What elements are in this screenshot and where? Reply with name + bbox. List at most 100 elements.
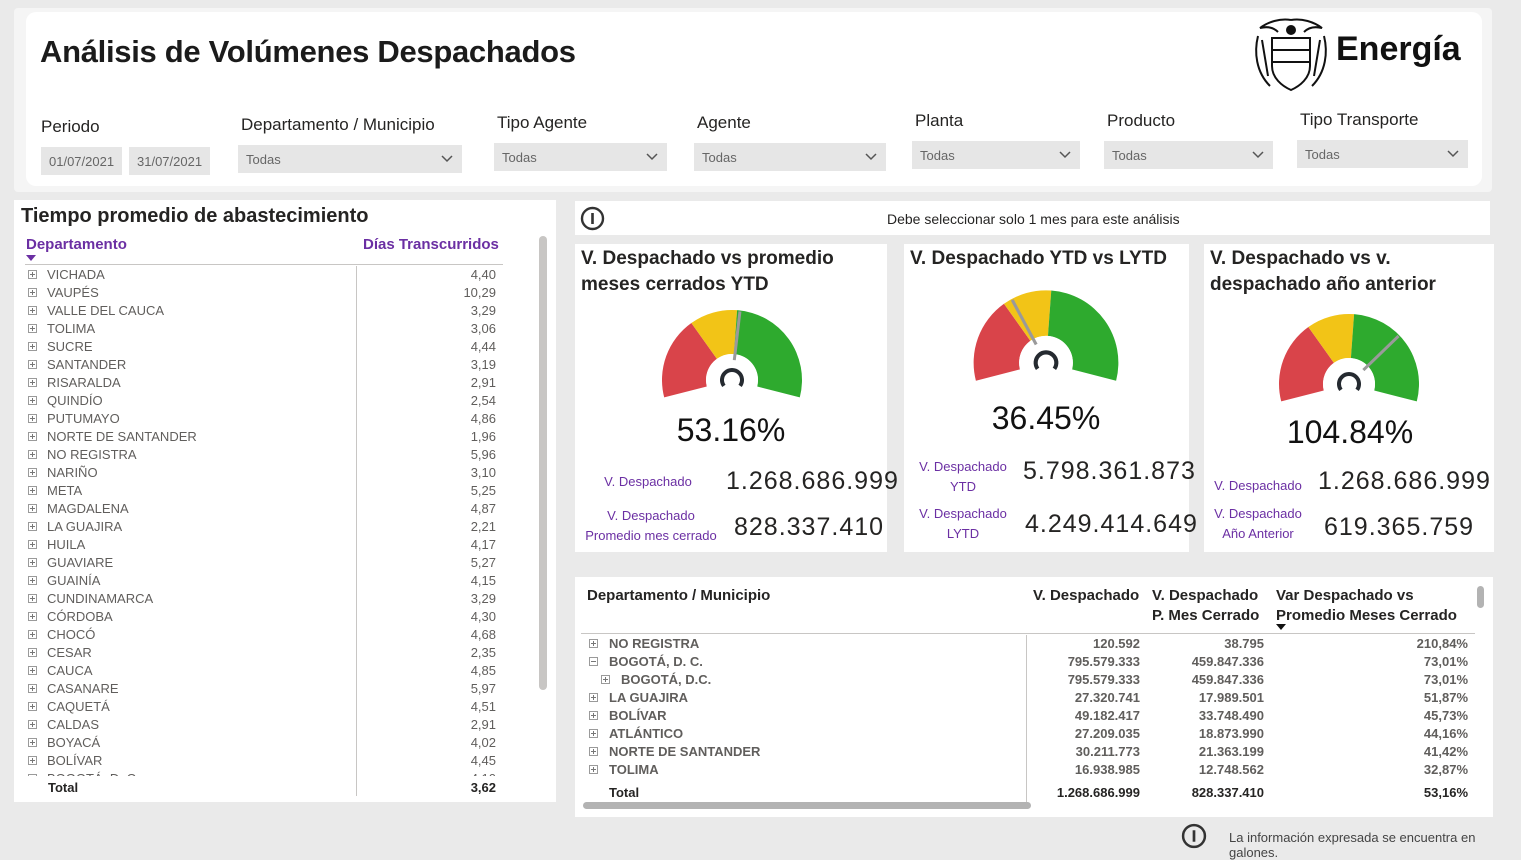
periodo-start-input[interactable]: 01/07/2021: [41, 147, 122, 175]
expand-plus-icon[interactable]: [589, 765, 598, 774]
expand-plus-icon[interactable]: [589, 711, 598, 720]
expand-plus-icon[interactable]: [28, 414, 37, 423]
matrix-row[interactable]: TOLIMA 16.938.985 12.748.562 32,87%: [575, 762, 1475, 780]
table-row[interactable]: BOLÍVAR 4,45: [14, 753, 514, 771]
matrix-row[interactable]: NORTE DE SANTANDER 30.211.773 21.363.199 41…: [575, 744, 1475, 762]
matrix-row[interactable]: BOGOTÁ, D.C. 795.579.333 459.847.336 73,01%: [575, 672, 1475, 690]
expand-plus-icon[interactable]: [28, 630, 37, 639]
column-header-departamento[interactable]: Departamento: [26, 236, 127, 253]
matrix-row[interactable]: NO REGISTRA 120.592 38.795 210,84%: [575, 636, 1475, 654]
row-departamento: PUTUMAYO: [47, 411, 120, 426]
expand-plus-icon[interactable]: [28, 558, 37, 567]
table-row[interactable]: HUILA 4,17: [14, 537, 514, 555]
producto-dropdown[interactable]: Todas: [1104, 141, 1273, 169]
agente-dropdown-value: Todas: [702, 150, 737, 165]
table-row[interactable]: QUINDÍO 2,54: [14, 393, 514, 411]
column-header-v-despachado-pmc-line1[interactable]: V. Despachado: [1152, 587, 1259, 604]
table-row[interactable]: GUAVIARE 5,27: [14, 555, 514, 573]
expand-plus-icon[interactable]: [28, 432, 37, 441]
periodo-end-input[interactable]: 31/07/2021: [129, 147, 210, 175]
column-header-v-despachado[interactable]: V. Despachado: [1033, 587, 1140, 604]
planta-dropdown[interactable]: Todas: [912, 141, 1080, 169]
expand-plus-icon[interactable]: [28, 396, 37, 405]
matrix-row[interactable]: BOGOTÁ, D. C. 795.579.333 459.847.336 73,01…: [575, 654, 1475, 672]
expand-plus-icon[interactable]: [28, 774, 37, 776]
expand-plus-icon[interactable]: [28, 702, 37, 711]
expand-plus-icon[interactable]: [28, 576, 37, 585]
vertical-scrollbar[interactable]: [539, 236, 547, 690]
table-row[interactable]: RISARALDA 2,91: [14, 375, 514, 393]
table-row[interactable]: SUCRE 4,44: [14, 339, 514, 357]
matrix-row[interactable]: ATLÁNTICO 27.209.035 18.873.990 44,16%: [575, 726, 1475, 744]
table-row[interactable]: NORTE DE SANTANDER 1,96: [14, 429, 514, 447]
table-row[interactable]: CAUCA 4,85: [14, 663, 514, 681]
table-row[interactable]: CHOCÓ 4,68: [14, 627, 514, 645]
gauge-band-yellow: [1308, 314, 1355, 363]
agente-dropdown[interactable]: Todas: [694, 143, 886, 171]
table-row[interactable]: VAUPÉS 10,29: [14, 285, 514, 303]
expand-plus-icon[interactable]: [28, 720, 37, 729]
expand-plus-icon[interactable]: [28, 468, 37, 477]
expand-plus-icon[interactable]: [28, 540, 37, 549]
tipo-transporte-dropdown[interactable]: Todas: [1297, 140, 1468, 168]
column-divider: [1026, 635, 1027, 803]
matrix-row[interactable]: LA GUAJIRA 27.320.741 17.989.501 51,87%: [575, 690, 1475, 708]
gauge-hub: [720, 368, 744, 388]
expand-plus-icon[interactable]: [28, 666, 37, 675]
table-row[interactable]: NO REGISTRA 5,96: [14, 447, 514, 465]
expand-plus-icon[interactable]: [28, 270, 37, 279]
row-v-despachado: 795.579.333: [1067, 654, 1140, 669]
column-header-v-despachado-pmc-line2[interactable]: P. Mes Cerrado: [1152, 607, 1260, 624]
column-header-dias[interactable]: Días Transcurridos: [363, 236, 499, 253]
column-header-var-line2[interactable]: Promedio Meses Cerrado: [1276, 607, 1457, 624]
table-row[interactable]: BOGOTÁ, D. C. 4,10: [14, 771, 514, 776]
expand-plus-icon[interactable]: [28, 288, 37, 297]
table-row[interactable]: CALDAS 2,91: [14, 717, 514, 735]
expand-plus-icon[interactable]: [28, 522, 37, 531]
expand-plus-icon[interactable]: [28, 612, 37, 621]
table-row[interactable]: TOLIMA 3,06: [14, 321, 514, 339]
expand-plus-icon[interactable]: [28, 756, 37, 765]
collapse-minus-icon[interactable]: [589, 657, 598, 666]
table-row[interactable]: CASANARE 5,97: [14, 681, 514, 699]
expand-plus-icon[interactable]: [28, 594, 37, 603]
expand-plus-icon[interactable]: [589, 693, 598, 702]
vertical-scrollbar[interactable]: [1477, 586, 1484, 608]
expand-plus-icon[interactable]: [28, 360, 37, 369]
table-row[interactable]: CUNDINAMARCA 3,29: [14, 591, 514, 609]
table-row[interactable]: VICHADA 4,40: [14, 267, 514, 285]
table-row[interactable]: SANTANDER 3,19: [14, 357, 514, 375]
horizontal-scrollbar[interactable]: [583, 802, 1031, 809]
column-header-departamento-municipio[interactable]: Departamento / Municipio: [587, 587, 771, 604]
expand-plus-icon[interactable]: [28, 648, 37, 657]
table-row[interactable]: CESAR 2,35: [14, 645, 514, 663]
expand-plus-icon[interactable]: [28, 504, 37, 513]
table-row[interactable]: MAGDALENA 4,87: [14, 501, 514, 519]
expand-plus-icon[interactable]: [28, 378, 37, 387]
expand-plus-icon[interactable]: [601, 675, 610, 684]
expand-plus-icon[interactable]: [589, 729, 598, 738]
departamento-dropdown[interactable]: Todas: [238, 145, 462, 173]
table-row[interactable]: GUAINÍA 4,15: [14, 573, 514, 591]
matrix-row[interactable]: BOLÍVAR 49.182.417 33.748.490 45,73%: [575, 708, 1475, 726]
expand-plus-icon[interactable]: [589, 747, 598, 756]
table-row[interactable]: PUTUMAYO 4,86: [14, 411, 514, 429]
expand-plus-icon[interactable]: [589, 639, 598, 648]
table-row[interactable]: LA GUAJIRA 2,21: [14, 519, 514, 537]
expand-plus-icon[interactable]: [28, 324, 37, 333]
expand-plus-icon[interactable]: [28, 342, 37, 351]
table-row[interactable]: BOYACÁ 4,02: [14, 735, 514, 753]
expand-plus-icon[interactable]: [28, 738, 37, 747]
table-row[interactable]: META 5,25: [14, 483, 514, 501]
table-row[interactable]: NARIÑO 3,10: [14, 465, 514, 483]
expand-plus-icon[interactable]: [28, 486, 37, 495]
table-row[interactable]: CAQUETÁ 4,51: [14, 699, 514, 717]
table-row[interactable]: VALLE DEL CAUCA 3,29: [14, 303, 514, 321]
expand-plus-icon[interactable]: [28, 306, 37, 315]
expand-plus-icon[interactable]: [28, 684, 37, 693]
table-row[interactable]: CÓRDOBA 4,30: [14, 609, 514, 627]
header-divider: [581, 633, 1475, 634]
column-header-var-line1[interactable]: Var Despachado vs: [1276, 587, 1414, 604]
expand-plus-icon[interactable]: [28, 450, 37, 459]
tipo-agente-dropdown[interactable]: Todas: [494, 143, 667, 171]
